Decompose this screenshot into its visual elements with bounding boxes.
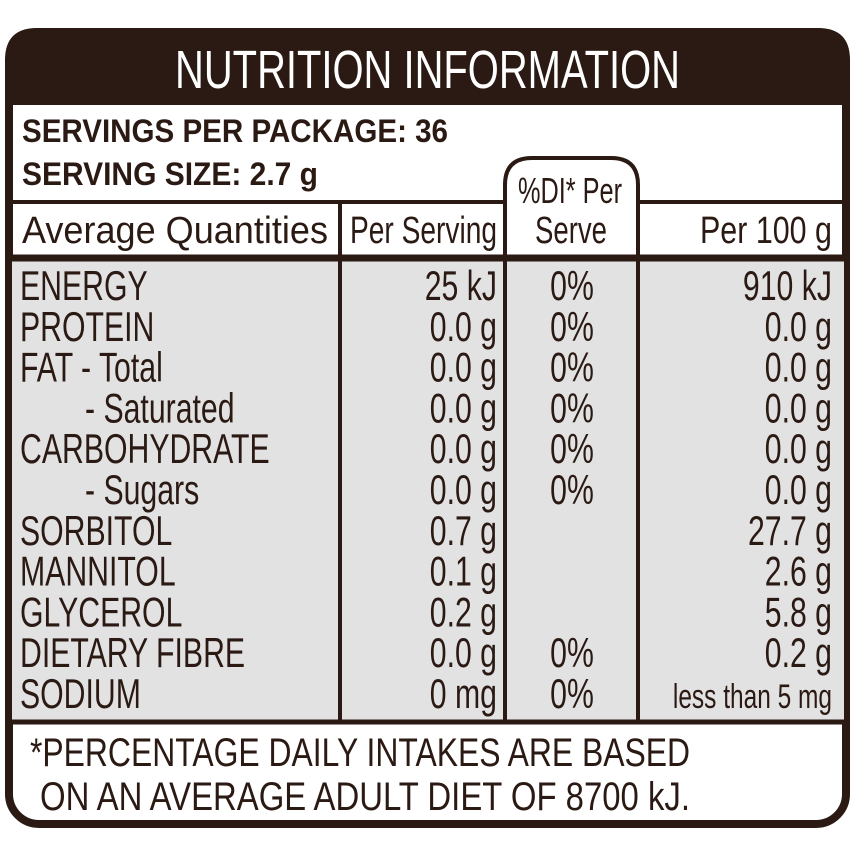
per-100g: 5.8 g: [765, 589, 832, 636]
per-100g: 910 kJ: [743, 262, 832, 309]
per-serving: 25 kJ: [425, 262, 497, 309]
nutrient-name: MANNITOL: [20, 548, 176, 595]
per-100g: 0.2 g: [765, 629, 832, 676]
per-100g: 27.7 g: [748, 507, 832, 554]
table-body: [12, 258, 844, 722]
nutrient-name: CARBOHYDRATE: [20, 425, 270, 472]
column-header: Per 100 g: [700, 210, 832, 252]
footnote: ON AN AVERAGE ADULT DIET OF 8700 kJ.: [40, 775, 690, 819]
column-header: %DI* Per: [518, 170, 622, 211]
serving-size: SERVING SIZE: 2.7 g: [22, 156, 318, 192]
di-per-serve: 0%: [550, 262, 594, 309]
per-serving: 0.0 g: [430, 425, 497, 472]
title: NUTRITION INFORMATION: [175, 40, 680, 100]
nutrient-name: DIETARY FIBRE: [20, 629, 245, 676]
row-text: ENERGY 25 kJ 0% 910 kJ PROTEIN 0.0 g 0% 0.0 g FA…: [20, 262, 832, 717]
per-100g: 0.0 g: [765, 466, 832, 513]
column-header: Per Serving: [350, 210, 497, 252]
table-rows: ENERGY 25 kJ 0% 910 kJ PROTEIN 0.0 g 0% 0.0 g FA…: [20, 262, 832, 717]
di-per-serve: 0%: [550, 629, 594, 676]
per-100g: 0.0 g: [765, 344, 832, 391]
nutrient-name: PROTEIN: [20, 303, 154, 350]
column-header: Average Quantities: [22, 210, 328, 252]
per-serving: 0.2 g: [430, 589, 497, 636]
di-per-serve: 0%: [550, 466, 594, 513]
per-serving: 0 mg: [430, 670, 497, 717]
nutrient-name: GLYCEROL: [20, 589, 182, 636]
nutrient-name: - Sugars: [85, 466, 199, 513]
per-serving: 0.0 g: [430, 385, 497, 432]
per-serving: 0.1 g: [430, 548, 497, 595]
di-per-serve: 0%: [550, 670, 594, 717]
nutrient-name: - Saturated: [85, 385, 235, 432]
di-per-serve: 0%: [550, 385, 594, 432]
di-per-serve: 0%: [550, 344, 594, 391]
per-100g: 0.0 g: [765, 303, 832, 350]
footnote: *PERCENTAGE DAILY INTAKES ARE BASED: [30, 731, 690, 775]
di-per-serve: 0%: [550, 303, 594, 350]
per-serving: 0.0 g: [430, 629, 497, 676]
per-100g: 0.0 g: [765, 385, 832, 432]
column-header: Serve: [535, 210, 607, 252]
di-header-cap: [503, 156, 640, 202]
per-serving: 0.0 g: [430, 344, 497, 391]
nutrient-name: ENERGY: [20, 262, 148, 309]
di-per-serve: 0%: [550, 425, 594, 472]
nutrient-name: SODIUM: [20, 670, 141, 717]
nutrient-name: FAT - Total: [20, 344, 163, 391]
per-serving: 0.7 g: [430, 507, 497, 554]
header-band: [5, 28, 850, 105]
servings-per-package: SERVINGS PER PACKAGE: 36: [22, 113, 448, 149]
per-100g: 2.6 g: [765, 548, 832, 595]
per-serving: 0.0 g: [430, 303, 497, 350]
nutrient-name: SORBITOL: [20, 507, 172, 554]
per-100g: less than 5 mg: [673, 678, 832, 716]
per-100g: 0.0 g: [765, 425, 832, 472]
per-serving: 0.0 g: [430, 466, 497, 513]
